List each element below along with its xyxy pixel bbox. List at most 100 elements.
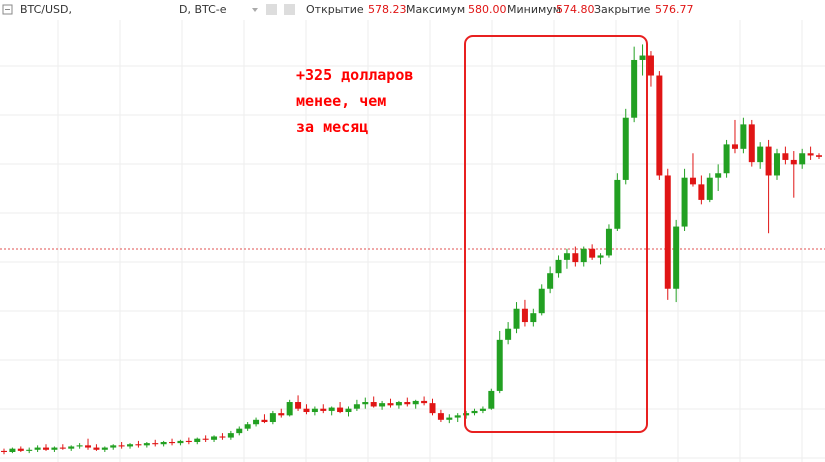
candle-body <box>76 445 83 447</box>
candle-body <box>513 308 520 329</box>
candle-body <box>580 248 587 263</box>
candle-body <box>614 179 621 229</box>
candle-body <box>773 153 780 176</box>
candle-body <box>631 59 638 118</box>
candle-body <box>505 328 512 340</box>
candle-body <box>605 228 612 256</box>
annotation: менее, чем <box>296 92 386 110</box>
candle-body <box>34 447 41 450</box>
candle-body <box>59 447 66 449</box>
candle-body <box>421 400 428 404</box>
candle-body <box>757 146 764 163</box>
candle-body <box>706 177 713 200</box>
candle-body <box>286 402 293 416</box>
candle-body <box>311 408 318 413</box>
candle-body <box>799 153 806 165</box>
candle-body <box>110 445 117 448</box>
candle-body <box>748 124 755 163</box>
settings-icon[interactable] <box>266 4 277 15</box>
candle-body <box>295 402 302 409</box>
candle-body <box>488 390 495 409</box>
candle-body <box>782 153 789 160</box>
candle-body <box>93 447 100 450</box>
candle-body <box>563 253 570 260</box>
candle-body <box>572 253 579 263</box>
candle-body <box>496 339 503 391</box>
candle-body <box>143 443 150 446</box>
candle-body <box>51 447 58 450</box>
collapse-icon[interactable] <box>2 4 13 15</box>
candle-body <box>236 428 243 434</box>
candle-body <box>555 259 562 274</box>
header-bar <box>0 0 825 20</box>
candle-body <box>379 403 386 407</box>
candle-body <box>530 313 537 323</box>
candle-body <box>68 446 75 449</box>
candle-body <box>278 413 285 416</box>
candle-body <box>622 117 629 180</box>
candle-body <box>227 433 234 438</box>
candle-body <box>479 408 486 411</box>
candle-body <box>547 273 554 289</box>
candle-body <box>454 415 461 418</box>
candle-body <box>673 226 680 289</box>
dropdown-icon[interactable] <box>252 8 258 12</box>
candle-body <box>429 403 436 414</box>
highlight-box <box>464 35 648 433</box>
candle-body <box>152 443 159 445</box>
candle-body <box>404 402 411 405</box>
candle-body <box>446 417 453 420</box>
candle-body <box>345 408 352 413</box>
candle-body <box>9 448 16 453</box>
annotation: +325 долларов <box>296 66 413 84</box>
candle-body <box>202 438 209 440</box>
candle-body <box>169 442 176 444</box>
candle-body <box>639 55 646 60</box>
candle-body <box>253 419 260 425</box>
candle-body <box>211 436 218 440</box>
candle-body <box>85 445 92 448</box>
candle-body <box>521 308 528 323</box>
candle-body <box>471 410 478 414</box>
candle-body <box>177 440 184 444</box>
candle-body <box>320 408 327 411</box>
candle-body <box>723 144 730 174</box>
close-value: 576.77 <box>655 3 694 16</box>
candle-body <box>101 447 108 450</box>
low-label: Минимум <box>507 3 561 16</box>
candle-body <box>689 177 696 185</box>
candle-body <box>437 413 444 420</box>
high-label: Максимум <box>406 3 465 16</box>
candle-body <box>656 75 663 176</box>
candle-body <box>362 402 369 405</box>
candle-body <box>715 173 722 178</box>
close-label: Закрытие <box>594 3 651 16</box>
candle-body <box>463 413 470 416</box>
candle-body <box>647 55 654 76</box>
candle-body <box>589 248 596 258</box>
close-icon[interactable] <box>284 4 295 15</box>
high-value: 580.00 <box>468 3 507 16</box>
candle-body <box>681 177 688 227</box>
symbol: BTC/USD, <box>20 3 72 16</box>
candle-body <box>160 442 167 445</box>
candle-body <box>26 449 33 451</box>
candle-body <box>303 408 310 413</box>
candle-body <box>185 440 192 443</box>
annotation: за месяц <box>296 118 368 136</box>
candle-body <box>664 175 671 289</box>
candle-body <box>219 436 226 438</box>
candle-body <box>731 144 738 149</box>
candle-body <box>328 407 335 411</box>
low-value: 574.80 <box>556 3 595 16</box>
candle-body <box>261 419 268 423</box>
candle-body <box>412 400 419 405</box>
candle-body <box>194 438 201 443</box>
candle-body <box>807 153 814 156</box>
candle-body <box>135 444 142 446</box>
interval: D, BTC-e <box>179 3 227 16</box>
open-value: 578.23 <box>368 3 407 16</box>
candle-body <box>698 184 705 200</box>
